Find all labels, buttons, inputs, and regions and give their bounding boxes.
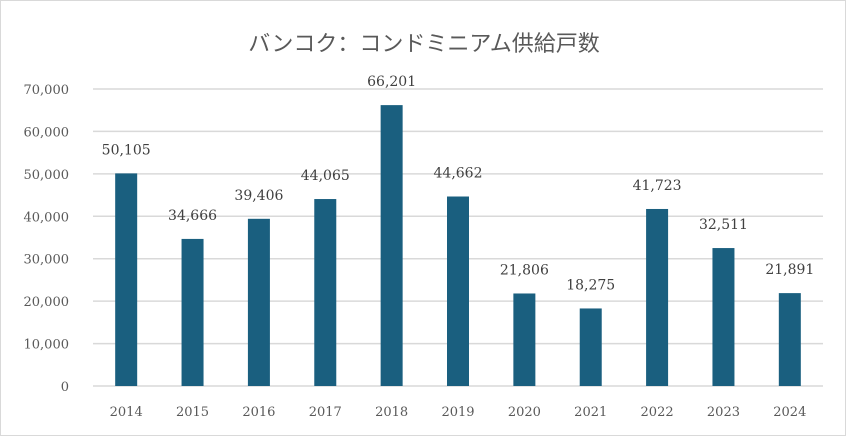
data-label: 32,511 <box>699 217 748 233</box>
y-tick-label: 30,000 <box>24 253 70 268</box>
y-tick-label: 20,000 <box>24 295 70 310</box>
y-tick-label: 60,000 <box>24 125 70 140</box>
bar-2024 <box>778 293 801 386</box>
chart-title: バンコク：コンドミニアム供給戸数 <box>248 32 600 57</box>
x-tick-label: 2024 <box>773 405 806 420</box>
x-tick-label: 2023 <box>707 405 740 420</box>
y-tick-label: 40,000 <box>24 210 70 225</box>
bar-2023 <box>712 248 735 386</box>
x-tick-label: 2019 <box>441 405 474 420</box>
x-tick-label: 2015 <box>176 405 209 420</box>
bar-2019 <box>447 196 469 386</box>
data-label: 50,105 <box>102 142 151 158</box>
y-tick-label: 70,000 <box>24 83 70 98</box>
bar-2017 <box>314 199 337 386</box>
bar-2015 <box>181 238 204 386</box>
bar-2021 <box>579 308 602 386</box>
data-label: 41,723 <box>633 178 682 194</box>
x-tick-label: 2017 <box>309 405 342 420</box>
y-tick-label: 0 <box>61 380 69 395</box>
data-label: 34,666 <box>168 208 217 224</box>
y-tick-label: 50,000 <box>24 168 70 183</box>
data-label: 44,065 <box>301 168 350 184</box>
x-tick-label: 2022 <box>641 405 674 420</box>
x-tick-label: 2020 <box>508 405 541 420</box>
bar-2016 <box>247 218 270 386</box>
bar-2018 <box>380 105 403 386</box>
bar-2014 <box>115 173 138 386</box>
x-tick-label: 2021 <box>574 405 607 420</box>
data-label: 39,406 <box>234 188 283 204</box>
bar-2020 <box>513 293 536 386</box>
bar-2022 <box>646 208 669 386</box>
data-label: 21,891 <box>765 262 814 278</box>
x-tick-label: 2014 <box>110 405 143 420</box>
data-label: 21,806 <box>500 262 549 278</box>
data-label: 66,201 <box>367 74 416 90</box>
x-tick-label: 2018 <box>375 405 408 420</box>
data-label: 44,662 <box>434 166 483 182</box>
y-tick-label: 10,000 <box>24 338 70 353</box>
x-tick-label: 2016 <box>242 405 275 420</box>
data-label: 18,275 <box>566 277 615 293</box>
